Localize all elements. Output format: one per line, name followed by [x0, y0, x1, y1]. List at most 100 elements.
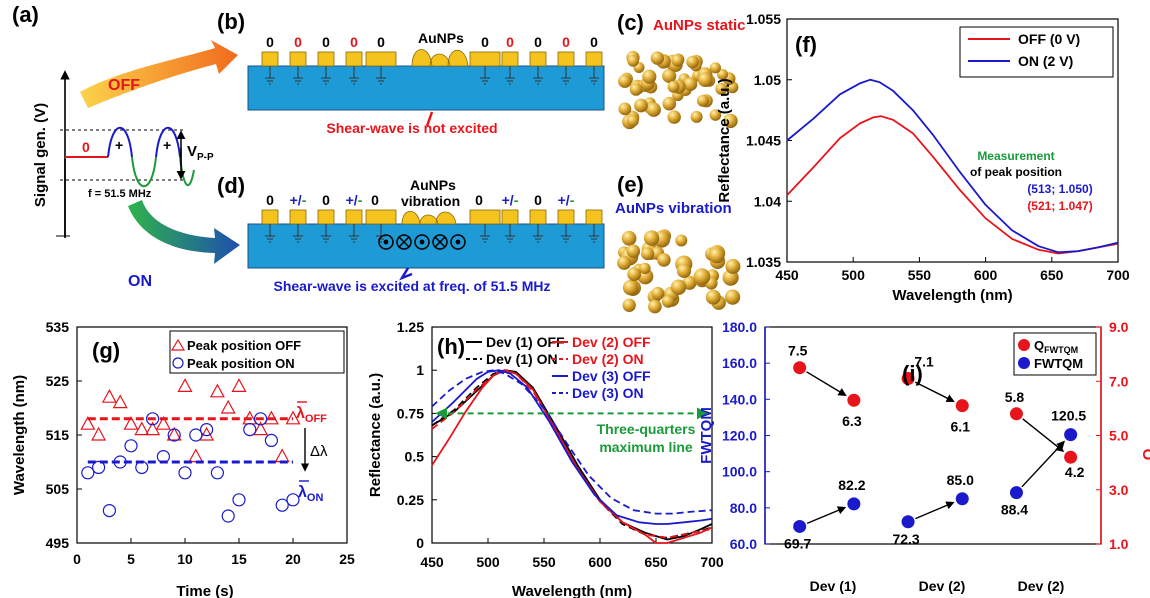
change-arrow — [806, 506, 847, 525]
ground-icon — [589, 66, 599, 85]
plot-area-g — [80, 378, 301, 523]
change-arrow — [1021, 440, 1065, 488]
point-off — [209, 383, 225, 398]
panel-d: (d) 0 0 0 0 0 +/- +/- +/- +/- AuNPs vibration Sh… — [217, 173, 605, 294]
point-on — [178, 466, 192, 480]
gold-nanoparticle — [661, 295, 675, 308]
gold-nanoparticle — [709, 62, 722, 74]
x-tick-label: 550 — [908, 267, 932, 283]
voltage-zero: 0 — [266, 192, 274, 208]
x-tick-label: 600 — [588, 554, 612, 570]
aunps-drops-b — [411, 49, 469, 67]
voltage-label: 0 — [350, 34, 358, 50]
y-right-tick-label: 3.0 — [1109, 482, 1129, 498]
legend-marker — [170, 338, 186, 351]
b-electrode — [501, 51, 519, 67]
y-tick-label: 0 — [416, 535, 424, 551]
legend-entry: Dev (1) ON — [486, 351, 558, 367]
b-electrode — [469, 51, 501, 67]
panel-f: 450 500 550 600 650 700 1.035 1.04 1.045 1.05 1.05… — [716, 11, 1130, 304]
aunps-label-d: AuNPs — [410, 177, 456, 193]
x-tick-label: 600 — [974, 267, 998, 283]
voltage-zero: 0 — [371, 192, 379, 208]
x-tick-label: 0 — [73, 551, 81, 567]
ground-icon — [533, 224, 543, 243]
change-arrow — [1022, 418, 1065, 452]
y-axis-label: Reflectance (a.u.) — [716, 78, 733, 202]
wave-dot — [419, 239, 425, 245]
ground-icon — [349, 66, 359, 85]
gold-nanoparticle — [641, 247, 655, 261]
point-on — [243, 423, 257, 437]
ground-icon — [505, 224, 515, 243]
fwtqm-point — [955, 492, 969, 506]
fwtqm-point — [847, 497, 861, 511]
q-point — [1009, 407, 1023, 421]
point-value-label: 7.5 — [788, 343, 808, 359]
gold-nanoparticle — [708, 247, 725, 264]
point-value-label: 6.3 — [842, 413, 862, 429]
ground-icon — [505, 66, 515, 85]
signal-plus-2: + — [163, 137, 171, 153]
delta-lambda: Δλ — [310, 443, 328, 460]
voltage-zero: 0 — [475, 192, 483, 208]
gold-nanoparticle — [690, 110, 703, 123]
fwtqm-point — [793, 519, 807, 533]
gold-nanoparticle — [643, 230, 660, 246]
y-right-tick-label: 1.0 — [1109, 536, 1129, 552]
ground-icon — [349, 224, 359, 243]
gold-nanoparticle — [683, 77, 698, 92]
three-quarters-label-1: Three-quarters — [597, 421, 696, 437]
gold-nanoparticle — [675, 234, 688, 247]
off-label: OFF — [108, 77, 140, 94]
three-quarters-label-2: maximum line — [599, 439, 693, 455]
panel-h: 450 500 550 600 650 700 0 0.25 0.5 0.75 1 1.25 Wavel… — [367, 319, 724, 598]
q-point — [847, 393, 861, 407]
y-tick-label: 1.25 — [397, 319, 424, 335]
title-c: AuNPs static — [653, 17, 746, 34]
q-point — [901, 372, 915, 386]
legend-box — [169, 330, 345, 374]
nanoparticles-vibrating — [617, 229, 741, 314]
b-electrode — [585, 51, 603, 67]
plot-area-h — [431, 369, 713, 544]
category-label: Dev (1) — [810, 578, 857, 594]
point-value-label: 6.1 — [951, 419, 971, 435]
d-electrode — [501, 209, 519, 225]
gold-nanoparticle — [627, 54, 639, 67]
b-electrode — [345, 51, 363, 67]
b-electrode — [365, 51, 397, 67]
voltage-label: 0 — [562, 34, 570, 50]
b-electrode — [529, 51, 547, 67]
ground-icon — [376, 224, 386, 243]
title-e: AuNPs vibration — [615, 200, 732, 217]
gold-nanoparticle — [618, 102, 632, 116]
y-tick-label: 180.0 — [722, 319, 757, 335]
signal-plus-1: + — [115, 137, 123, 153]
panel-c: (c) AuNPs static — [617, 10, 746, 130]
x-tick-label: 450 — [420, 554, 444, 570]
point-value-label: 69.7 — [784, 535, 811, 551]
electrodes-b: 0 0 0 0 0 0 0 0 0 0 — [261, 34, 603, 85]
y-tick-label: 1.04 — [754, 193, 781, 209]
signal-neg-half-1 — [131, 156, 157, 188]
signal-neg-half-2 — [179, 156, 195, 186]
frequency-label: f = 51.5 MHz — [88, 188, 152, 200]
q-point — [1064, 450, 1078, 464]
gold-nanoparticle — [662, 96, 677, 111]
gold-nanoparticle — [642, 69, 657, 84]
y-tick-label: 160.0 — [722, 355, 757, 371]
point-off — [231, 378, 247, 392]
point-on — [232, 493, 246, 507]
legend-entry: Dev (1) OFF — [486, 334, 565, 350]
legend-entry: Dev (2) OFF — [572, 334, 651, 350]
y-right-tick-label: 5.0 — [1109, 428, 1129, 444]
ground-icon — [561, 66, 571, 85]
y-tick-label: 535 — [46, 319, 70, 335]
peak-position-label: of peak position — [970, 165, 1062, 179]
d-electrode — [345, 209, 363, 225]
point-off — [134, 421, 150, 436]
gold-nanoparticle — [717, 69, 729, 80]
y-tick-label: 1.055 — [746, 11, 781, 27]
change-arrow — [806, 371, 847, 396]
